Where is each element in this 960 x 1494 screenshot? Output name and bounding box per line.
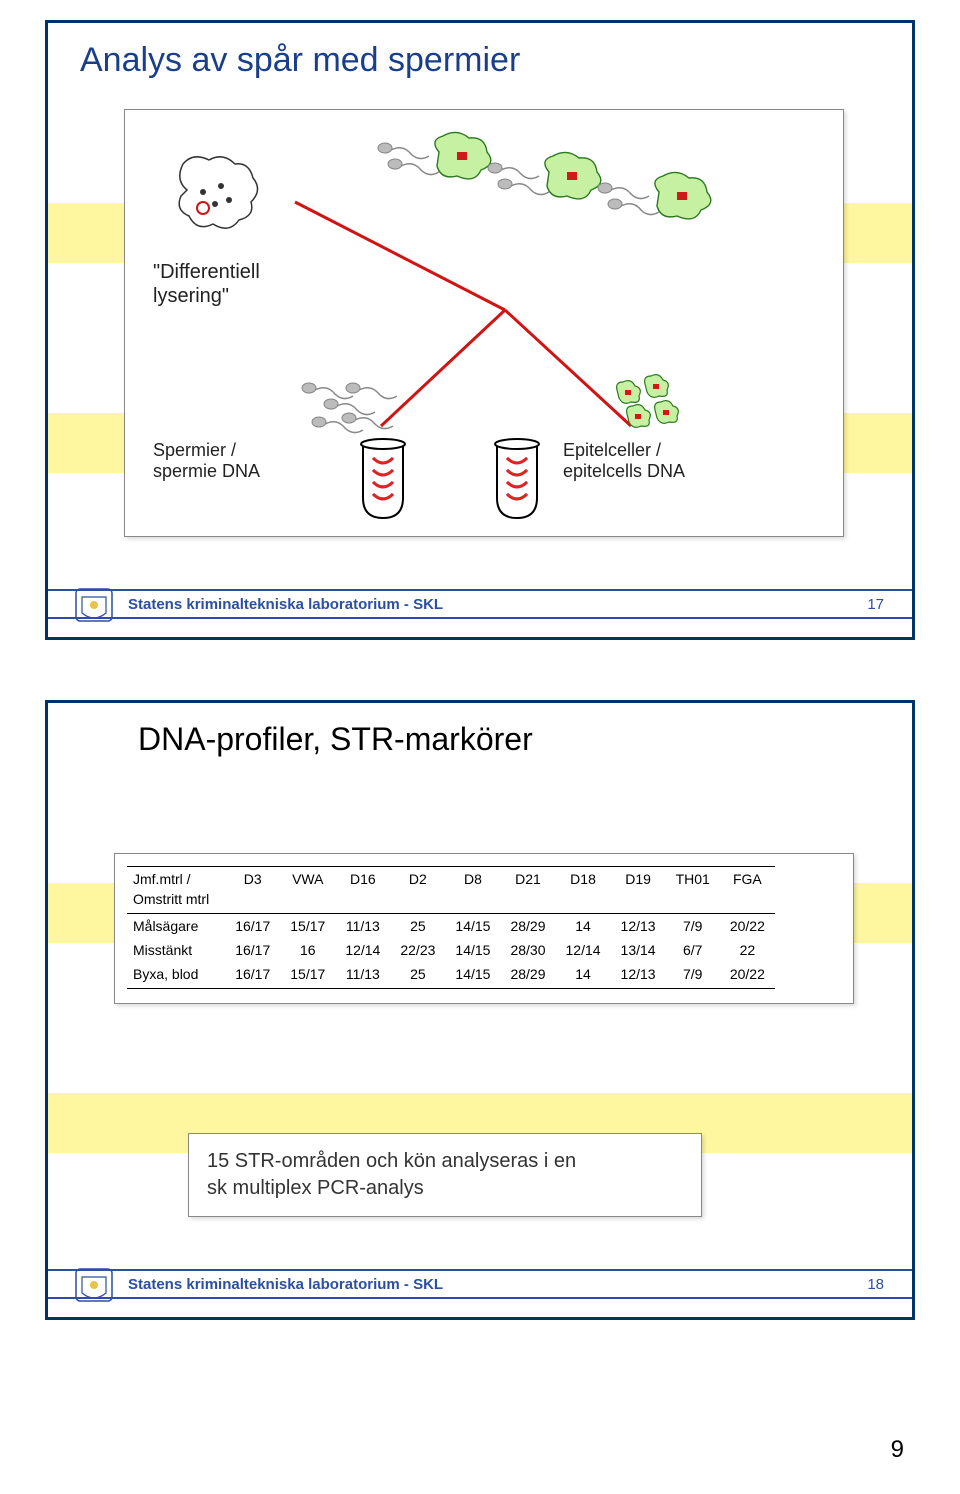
note-line: sk multiplex PCR-analys [207,1175,683,1202]
slide-title-2: DNA-profiler, STR-markörer [138,721,912,758]
tube-left-icon [361,439,405,518]
slide-2: DNA-profiler, STR-markörer Jmf.mtrl / D3… [45,700,915,1320]
table-box: Jmf.mtrl / D3 VWA D16 D2 D8 D21 D18 D19 … [114,853,854,1004]
slide-footer: Statens kriminaltekniska laboratorium - … [48,589,912,619]
page-number: 9 [891,1436,904,1464]
tube-right-icon [495,439,539,518]
slide-1: Analys av spår med spermier [45,20,915,640]
slide-footer: Statens kriminaltekniska laboratorium - … [48,1269,912,1299]
table-row: Misstänkt 16/17 16 12/14 22/23 14/15 28/… [127,938,775,962]
sperm-cell-row-icon [378,132,711,218]
spermier-label: Spermier / spermie DNA [153,440,260,482]
split-lines-icon [295,202,631,426]
note-box: 15 STR-områden och kön analyseras i en s… [188,1133,702,1217]
table-header-row: Jmf.mtrl / D3 VWA D16 D2 D8 D21 D18 D19 … [127,867,775,892]
epithelial-cluster-icon [179,157,257,228]
footer-number: 18 [867,1276,884,1293]
slide-title: Analys av spår med spermier [80,41,912,80]
diagram-box: "Differentiell lysering" Spermier / sper… [124,109,844,537]
note-line: 15 STR-områden och kön analyseras i en [207,1148,683,1175]
footer-number: 17 [867,596,884,613]
epitel-label: Epitelceller / epitelcells DNA [563,440,685,482]
footer-label: Statens kriminaltekniska laboratorium - … [128,596,443,613]
diff-lysering-label: "Differentiell lysering" [153,260,260,308]
table-row: Målsägare 16/17 15/17 11/13 25 14/15 28/… [127,914,775,939]
footer-label: Statens kriminaltekniska laboratorium - … [128,1276,443,1293]
table-row: Byxa, blod 16/17 15/17 11/13 25 14/15 28… [127,962,775,986]
dna-table: Jmf.mtrl / D3 VWA D16 D2 D8 D21 D18 D19 … [127,864,775,989]
